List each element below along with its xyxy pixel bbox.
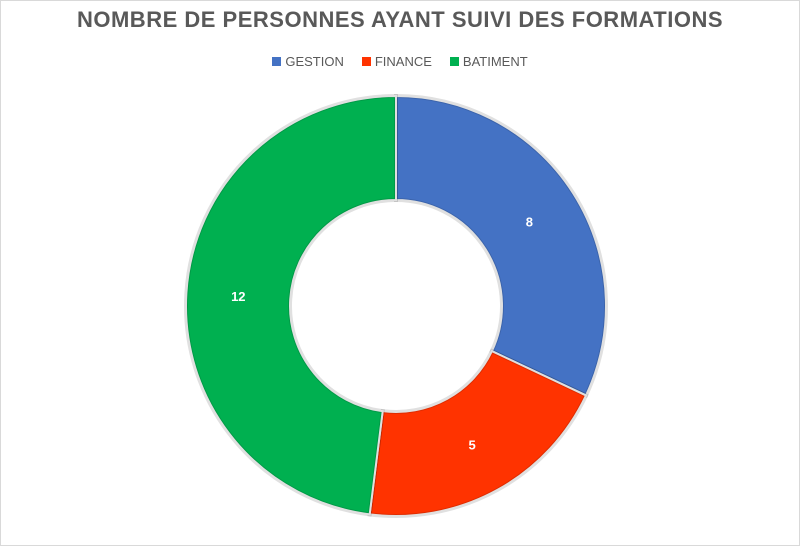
data-label-finance: 5 [468, 437, 475, 452]
donut-slice-batiment [185, 94, 397, 516]
legend-item-batiment: BATIMENT [449, 54, 528, 69]
donut-slice-edge-finance [367, 348, 589, 518]
donut-slice-edge-batiment [184, 93, 398, 517]
legend-label-finance: FINANCE [374, 54, 432, 69]
chart-title: NOMBRE DE PERSONNES AYANT SUIVI DES FORM… [76, 7, 723, 32]
legend-swatch-batiment [449, 57, 459, 66]
donut-slice-gestion [395, 94, 607, 397]
legend-label-batiment: BATIMENT [462, 54, 528, 69]
legend-item-finance: FINANCE [361, 54, 432, 69]
legend-item-gestion: GESTION [272, 54, 344, 69]
legend-swatch-gestion [272, 57, 282, 66]
legend-swatch-finance [361, 57, 371, 66]
legend-label-gestion: GESTION [285, 54, 344, 69]
donut-slice-edge-gestion [394, 93, 608, 399]
donut-slice-finance [368, 349, 588, 517]
data-label-batiment: 12 [231, 289, 245, 304]
data-label-gestion: 8 [526, 214, 533, 229]
chart-legend: GESTION FINANCE BATIMENT [1, 54, 799, 69]
